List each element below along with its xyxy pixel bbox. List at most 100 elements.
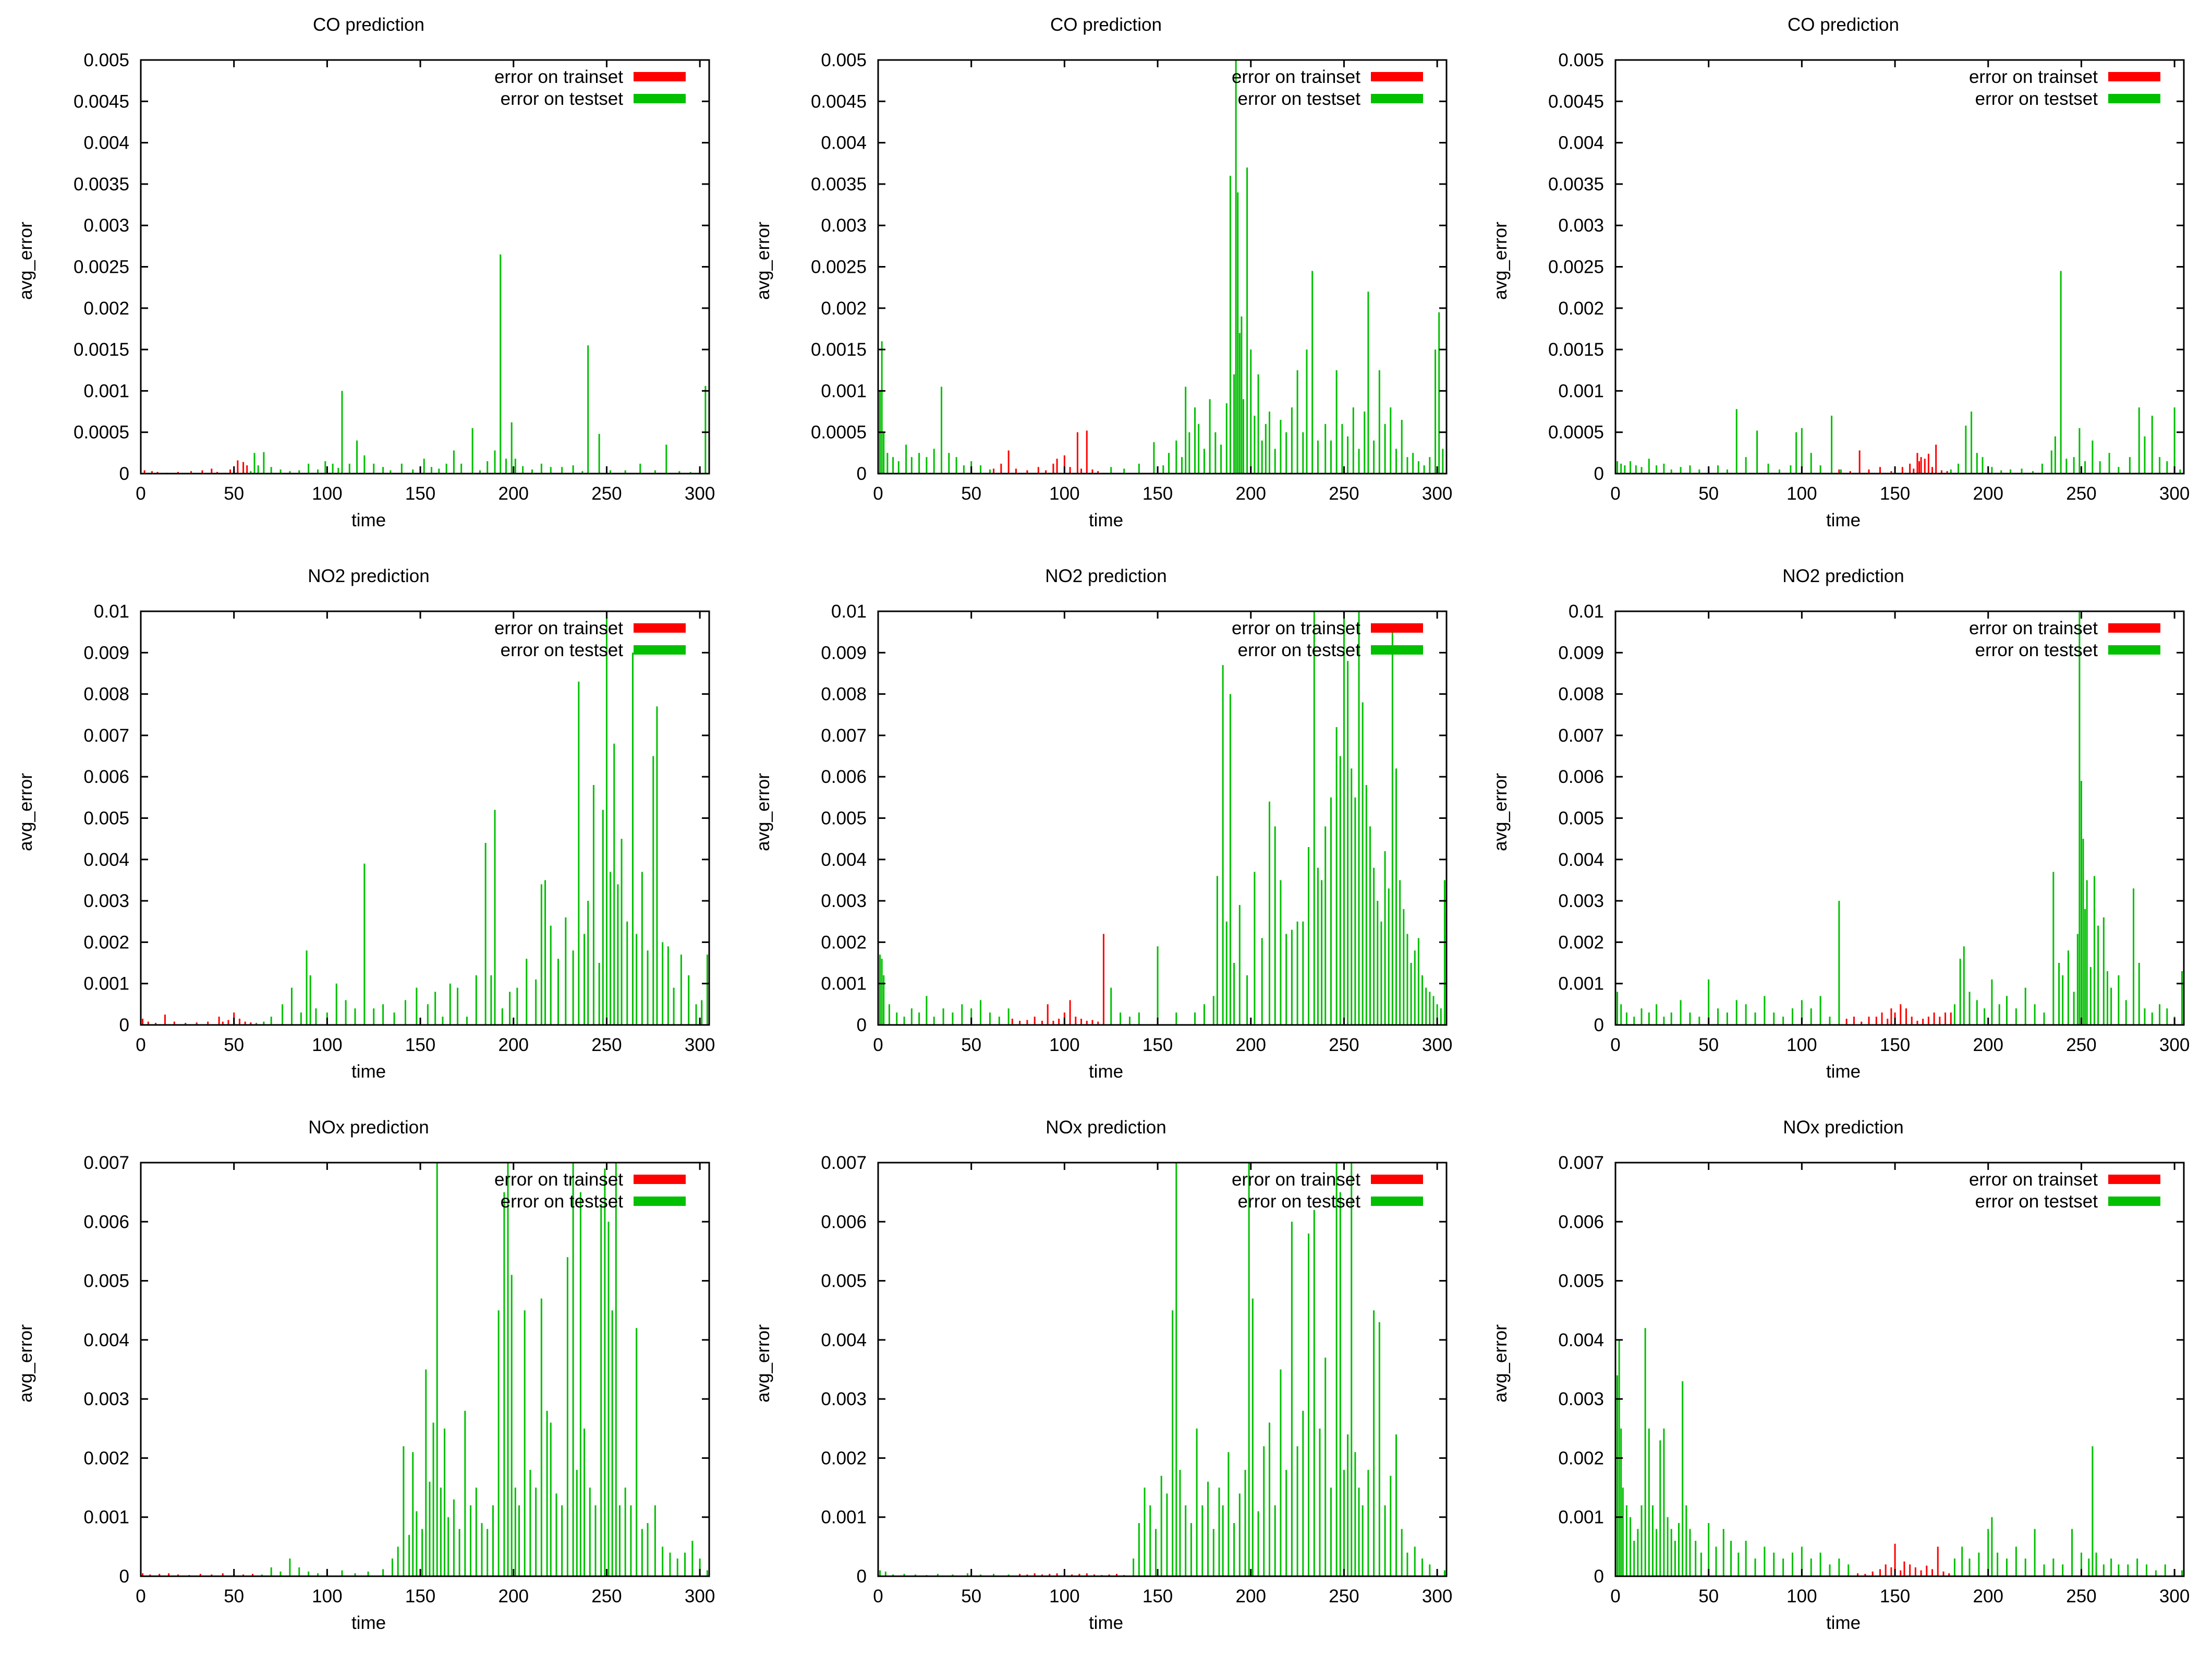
testset-bar xyxy=(2144,436,2146,474)
trainset-bar xyxy=(1093,1574,1096,1576)
testset-bar xyxy=(557,959,560,1025)
y-tick-label: 0.004 xyxy=(83,1330,129,1350)
testset-bar xyxy=(2118,975,2120,1025)
testset-bar xyxy=(431,467,433,474)
trainset-bar xyxy=(1041,1574,1043,1576)
trainset-bar xyxy=(1063,455,1065,474)
testset-bar xyxy=(1138,1012,1140,1025)
chart-panel: NO2 prediction avg_error time 0 0.001 0.002 0.… xyxy=(737,551,1475,1103)
testset-bar xyxy=(1958,463,1960,474)
trainset-bar xyxy=(156,472,159,474)
testset-bar xyxy=(544,880,546,1025)
testset-bar xyxy=(382,1004,384,1025)
testset-bar xyxy=(1429,992,1431,1025)
testset-bar xyxy=(2043,1012,2045,1025)
testset-bar xyxy=(1229,176,1231,474)
trainset-bar xyxy=(1918,461,1921,474)
legend-swatch-testset xyxy=(634,94,686,103)
testset-bar xyxy=(654,470,656,474)
testset-bar xyxy=(1358,449,1360,474)
testset-bar xyxy=(484,843,487,1025)
testset-bar xyxy=(345,1000,347,1025)
trainset-bar xyxy=(244,1021,246,1025)
trainset-bar xyxy=(1058,1019,1060,1025)
testset-bar xyxy=(1222,665,1224,1025)
trainset-bar xyxy=(1950,1012,1952,1025)
y-tick-label: 0.007 xyxy=(821,726,867,746)
chart-svg: 0 0.001 0.002 0.003 0.004 0.005 0.006 0.007 0 50 1… xyxy=(1558,1153,2190,1606)
testset-bar xyxy=(1362,702,1364,1025)
testset-bar xyxy=(933,449,935,474)
trainset-bar xyxy=(1927,453,1929,474)
legend-swatch-trainset xyxy=(634,72,686,81)
y-tick-label: 0 xyxy=(857,1015,867,1035)
chart-svg: 0 0.001 0.002 0.003 0.004 0.005 0.006 0.007 0 50 1… xyxy=(821,1153,1452,1606)
testset-bar xyxy=(1285,432,1287,474)
testset-bar xyxy=(514,1488,516,1576)
testset-bar xyxy=(1291,929,1293,1025)
testset-bar xyxy=(2159,457,2161,474)
testset-bar xyxy=(2086,880,2088,1025)
testset-bar xyxy=(479,470,481,474)
testset-bar xyxy=(1128,1017,1131,1025)
testset-bar xyxy=(2021,468,2023,474)
legend-label: error on trainset xyxy=(1232,1169,1360,1190)
testset-bar xyxy=(587,345,589,474)
testset-bar xyxy=(1726,469,1728,474)
legend-label: error on trainset xyxy=(494,67,623,87)
testset-bar xyxy=(535,979,537,1025)
testset-bar xyxy=(2127,1564,2129,1576)
testset-bar xyxy=(993,1574,995,1576)
testset-bar xyxy=(2076,934,2079,1025)
y-tick-label: 0.007 xyxy=(83,726,129,746)
x-tick-label: 150 xyxy=(405,1586,435,1606)
trainset-bar xyxy=(237,460,239,474)
trainset-bar xyxy=(1868,469,1870,474)
testset-bar xyxy=(337,467,339,474)
y-tick-label: 0.004 xyxy=(1558,133,1604,153)
testset-bar xyxy=(1238,905,1241,1025)
testset-bar xyxy=(1218,1488,1220,1576)
trainset-bar xyxy=(1890,471,1892,474)
testset-bar xyxy=(2088,1559,2090,1576)
y-tick-label: 0.004 xyxy=(83,850,129,870)
testset-bar xyxy=(1120,1012,1122,1025)
legend-swatch-testset xyxy=(1371,645,1423,655)
testset-bar xyxy=(1773,1012,1775,1025)
trainset-bar xyxy=(1091,1020,1093,1025)
testset-bar xyxy=(598,433,600,474)
x-tick-label: 200 xyxy=(499,1586,529,1606)
testset-bar xyxy=(1421,975,1424,1025)
chart-svg: 0 0.001 0.002 0.003 0.004 0.005 0.006 0.007 0.00… xyxy=(821,601,1452,1055)
testset-bar xyxy=(892,457,894,474)
testset-bar xyxy=(561,1505,563,1576)
trainset-bar xyxy=(159,1574,161,1576)
testset-bar xyxy=(363,863,366,1025)
y-tick-label: 0 xyxy=(119,1566,129,1587)
trainset-bar xyxy=(1946,471,1948,474)
testset-bar xyxy=(624,470,626,474)
testset-bar xyxy=(998,1017,1000,1025)
trainset-bar xyxy=(1868,1017,1870,1025)
x-axis-label: time xyxy=(1826,1061,1861,1082)
trainset-bar xyxy=(1076,432,1078,474)
testset-bar xyxy=(662,942,664,1025)
y-tick-label: 0.001 xyxy=(821,381,867,401)
testset-bar xyxy=(1133,1559,1135,1576)
chart-title: NOx prediction xyxy=(1783,1117,1904,1138)
testset-bar xyxy=(2082,839,2084,1025)
x-tick-label: 200 xyxy=(1973,1035,2003,1055)
testset-bar xyxy=(516,987,518,1025)
testset-bar xyxy=(1848,1564,1850,1576)
x-tick-label: 300 xyxy=(685,484,715,504)
testset-bar xyxy=(1263,1446,1265,1576)
trainset-bar xyxy=(190,471,192,474)
testset-bar xyxy=(1401,1529,1403,1576)
testset-bar xyxy=(382,467,384,474)
testset-bar xyxy=(1715,1547,1717,1576)
testset-bar xyxy=(914,1574,916,1576)
testset-bar xyxy=(678,471,680,474)
y-tick-label: 0.002 xyxy=(821,1448,867,1468)
trainset-bar xyxy=(211,1574,213,1576)
trainset-bar xyxy=(1086,1021,1088,1025)
